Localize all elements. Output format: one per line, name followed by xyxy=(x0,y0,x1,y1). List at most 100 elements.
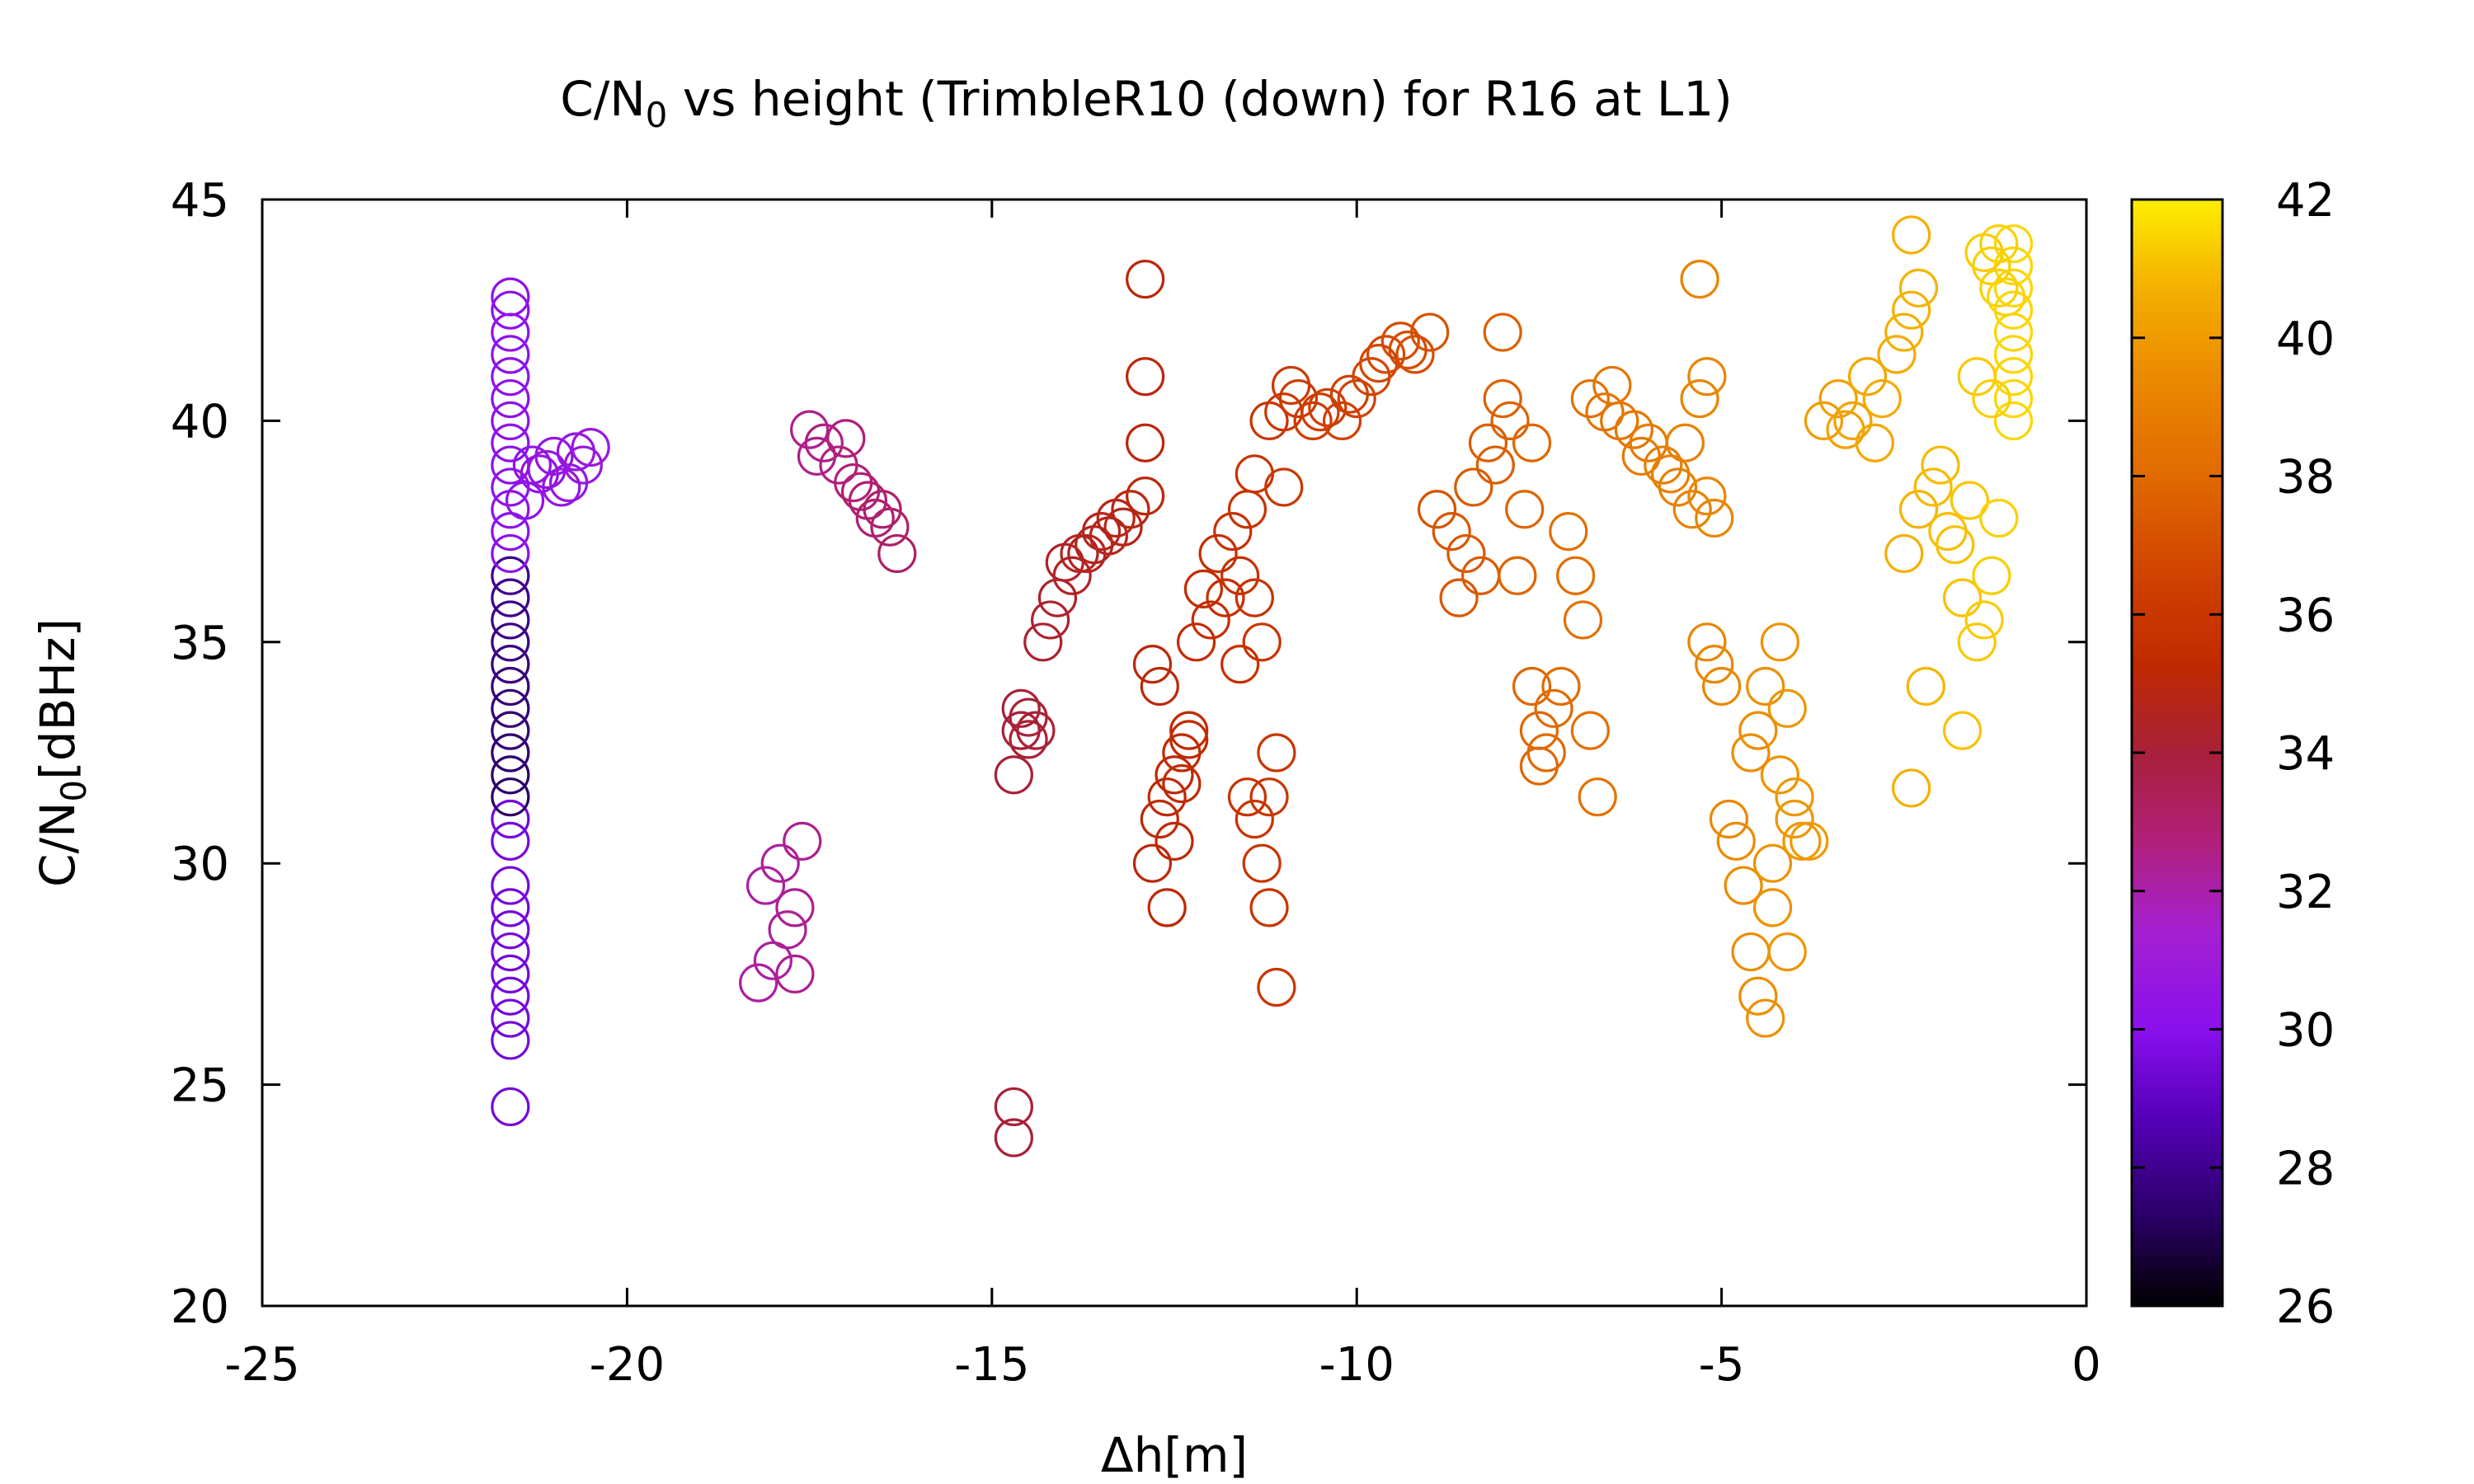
data-point xyxy=(1221,645,1260,684)
data-point xyxy=(1687,477,1727,516)
data-point xyxy=(1921,445,1960,485)
colorbar-tick-label: 34 xyxy=(2276,727,2335,781)
data-point xyxy=(491,645,530,684)
data-point xyxy=(1060,533,1099,574)
data-point xyxy=(1957,622,1997,662)
data-point xyxy=(1738,976,1778,1016)
data-point xyxy=(1738,711,1778,750)
data-point xyxy=(1147,888,1187,928)
data-point xyxy=(1884,533,1924,574)
data-point xyxy=(491,711,530,750)
data-point xyxy=(491,1021,530,1060)
data-point xyxy=(760,843,800,883)
data-point xyxy=(1132,843,1173,883)
data-point xyxy=(1308,387,1348,427)
data-point xyxy=(1847,357,1888,397)
x-tick-label: -15 xyxy=(954,1338,1029,1392)
data-point xyxy=(1140,799,1179,839)
data-point xyxy=(491,932,530,972)
data-point xyxy=(1111,490,1150,529)
data-point xyxy=(1337,378,1376,419)
data-point xyxy=(1782,821,1822,861)
data-point xyxy=(1235,578,1274,618)
data-point xyxy=(491,578,530,618)
data-point xyxy=(1242,843,1282,883)
data-point xyxy=(491,1087,530,1127)
data-point xyxy=(556,432,596,472)
data-point xyxy=(491,910,530,950)
data-point xyxy=(491,976,530,1016)
data-point xyxy=(1475,445,1515,485)
colorbar-tick-label: 28 xyxy=(2276,1142,2335,1195)
data-point xyxy=(1030,600,1070,640)
data-point xyxy=(491,533,530,574)
data-point xyxy=(1264,467,1304,507)
data-point xyxy=(491,821,530,861)
data-point xyxy=(1716,821,1756,861)
data-point xyxy=(1483,312,1522,352)
data-point xyxy=(1439,578,1479,618)
title-pre: C/N xyxy=(560,71,645,127)
data-point xyxy=(1169,720,1209,759)
data-point xyxy=(1665,423,1705,463)
data-point xyxy=(1206,578,1245,618)
data-point xyxy=(1512,666,1552,707)
data-point xyxy=(1126,423,1165,463)
data-point xyxy=(1826,410,1865,449)
ylabel-pre: C/N xyxy=(30,802,86,887)
data-point xyxy=(1621,436,1661,476)
data-point xyxy=(1454,467,1493,507)
data-point xyxy=(491,556,530,595)
data-point xyxy=(491,423,530,463)
plot-area xyxy=(261,198,2088,1308)
data-point xyxy=(1417,490,1457,529)
data-point xyxy=(1942,711,1982,750)
colorbar-tick-label: 40 xyxy=(2276,312,2335,366)
colorbar-tick-label: 26 xyxy=(2276,1280,2335,1334)
data-point xyxy=(1009,720,1048,759)
data-point xyxy=(491,733,530,773)
data-point xyxy=(491,277,530,317)
data-point xyxy=(994,1118,1033,1158)
x-tick-label: -5 xyxy=(1699,1338,1745,1392)
data-point xyxy=(1198,533,1238,574)
data-point xyxy=(491,622,530,662)
data-point xyxy=(1140,666,1179,707)
data-point xyxy=(1490,401,1530,440)
data-point xyxy=(1993,335,2034,374)
data-point xyxy=(491,866,530,905)
data-point xyxy=(1242,622,1282,662)
data-point xyxy=(1672,490,1712,529)
data-point xyxy=(1563,600,1603,640)
data-point xyxy=(826,419,866,458)
data-point xyxy=(1023,622,1063,662)
data-point xyxy=(1526,733,1566,773)
data-point xyxy=(491,335,530,374)
colorbar xyxy=(2130,198,2224,1308)
data-point xyxy=(1519,746,1559,786)
data-point xyxy=(1760,622,1799,662)
data-point xyxy=(1680,378,1719,419)
data-point xyxy=(1775,799,1814,839)
colorbar-tick-label: 42 xyxy=(2276,174,2335,228)
data-point xyxy=(1570,378,1610,419)
data-point xyxy=(1498,556,1537,595)
data-point xyxy=(1906,666,1945,707)
data-point xyxy=(1987,277,2026,317)
data-point xyxy=(1892,768,1931,808)
data-point xyxy=(491,954,530,994)
data-point xyxy=(491,998,530,1038)
data-point xyxy=(1176,622,1216,662)
data-point xyxy=(571,428,610,467)
data-point xyxy=(491,755,530,795)
x-tick-label: -25 xyxy=(224,1338,299,1392)
data-point xyxy=(1760,755,1799,795)
data-point xyxy=(491,777,530,817)
data-point xyxy=(1249,888,1289,928)
data-point xyxy=(1257,733,1296,773)
data-point xyxy=(1993,268,2034,308)
data-point xyxy=(994,1087,1033,1127)
data-point xyxy=(1512,423,1552,463)
data-point xyxy=(1483,378,1522,419)
y-tick-label: 35 xyxy=(171,617,229,670)
